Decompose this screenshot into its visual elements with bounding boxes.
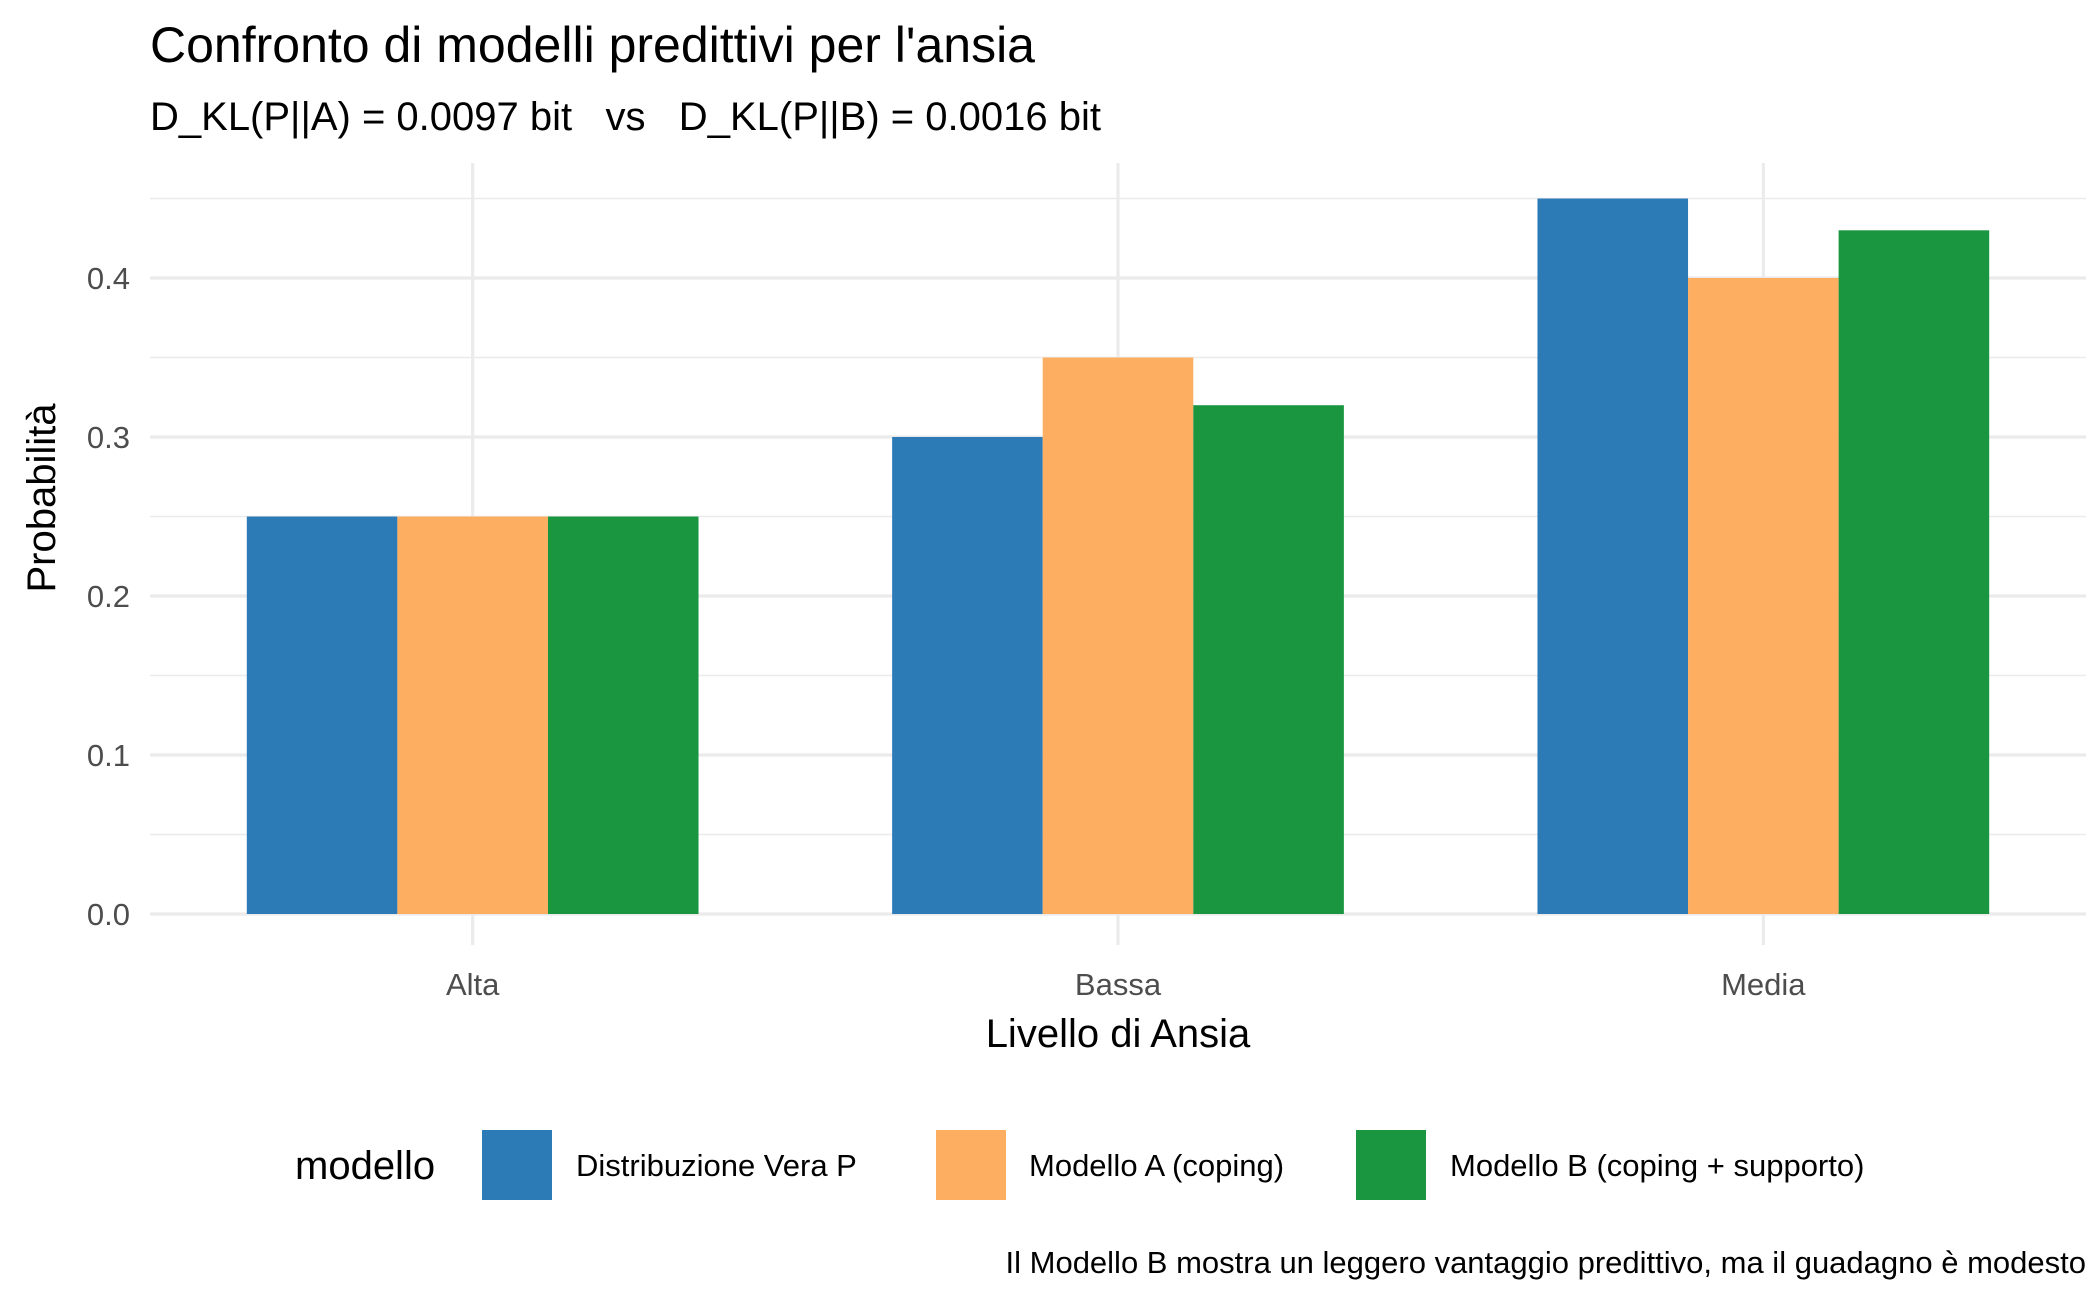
- bar-modello-a-coping-bassa: [1042, 357, 1194, 914]
- legend-label: Distribuzione Vera P: [576, 1148, 857, 1183]
- legend-key: [482, 1130, 552, 1200]
- legend-key: [1356, 1130, 1426, 1200]
- y-tick-label: 0.1: [87, 738, 130, 773]
- bar-distribuzione-vera-p-alta: [246, 516, 398, 914]
- x-axis-ticks: Alta Bassa Media: [446, 967, 1806, 1002]
- legend-key: [936, 1130, 1006, 1200]
- x-tick-label: Bassa: [1075, 967, 1162, 1002]
- bar-distribuzione-vera-p-media: [1537, 198, 1689, 914]
- legend-title: modello: [295, 1144, 435, 1188]
- y-tick-label: 0.4: [87, 261, 130, 296]
- bar-modello-a-coping-media: [1688, 278, 1839, 914]
- y-tick-label: 0.0: [87, 897, 130, 932]
- bar-modello-b-coping-supporto-media: [1838, 230, 1990, 915]
- bars: [246, 198, 1990, 915]
- bar-distribuzione-vera-p-bassa: [892, 437, 1043, 914]
- chart-subtitle: D_KL(P||A) = 0.0097 bit vs D_KL(P||B) = …: [150, 95, 1101, 139]
- chart-title: Confronto di modelli predittivi per l'an…: [150, 17, 1035, 73]
- x-tick-label: Alta: [446, 967, 500, 1002]
- y-axis-ticks: 0.0 0.1 0.2 0.3 0.4: [87, 261, 130, 932]
- x-tick-label: Media: [1721, 967, 1806, 1002]
- y-tick-label: 0.3: [87, 420, 130, 455]
- y-axis-title: Probabilità: [20, 403, 64, 593]
- legend-label: Modello B (coping + supporto): [1450, 1148, 1864, 1183]
- bar-modello-b-coping-supporto-alta: [547, 516, 699, 914]
- bar-modello-a-coping-alta: [397, 516, 548, 914]
- legend: modello Distribuzione Vera P Modello A (c…: [295, 1130, 1864, 1200]
- legend-label: Modello A (coping): [1029, 1148, 1284, 1183]
- x-axis-title: Livello di Ansia: [986, 1012, 1251, 1056]
- chart-caption: Il Modello B mostra un leggero vantaggio…: [1006, 1245, 2086, 1280]
- bar-modello-b-coping-supporto-bassa: [1193, 405, 1344, 914]
- y-tick-label: 0.2: [87, 579, 130, 614]
